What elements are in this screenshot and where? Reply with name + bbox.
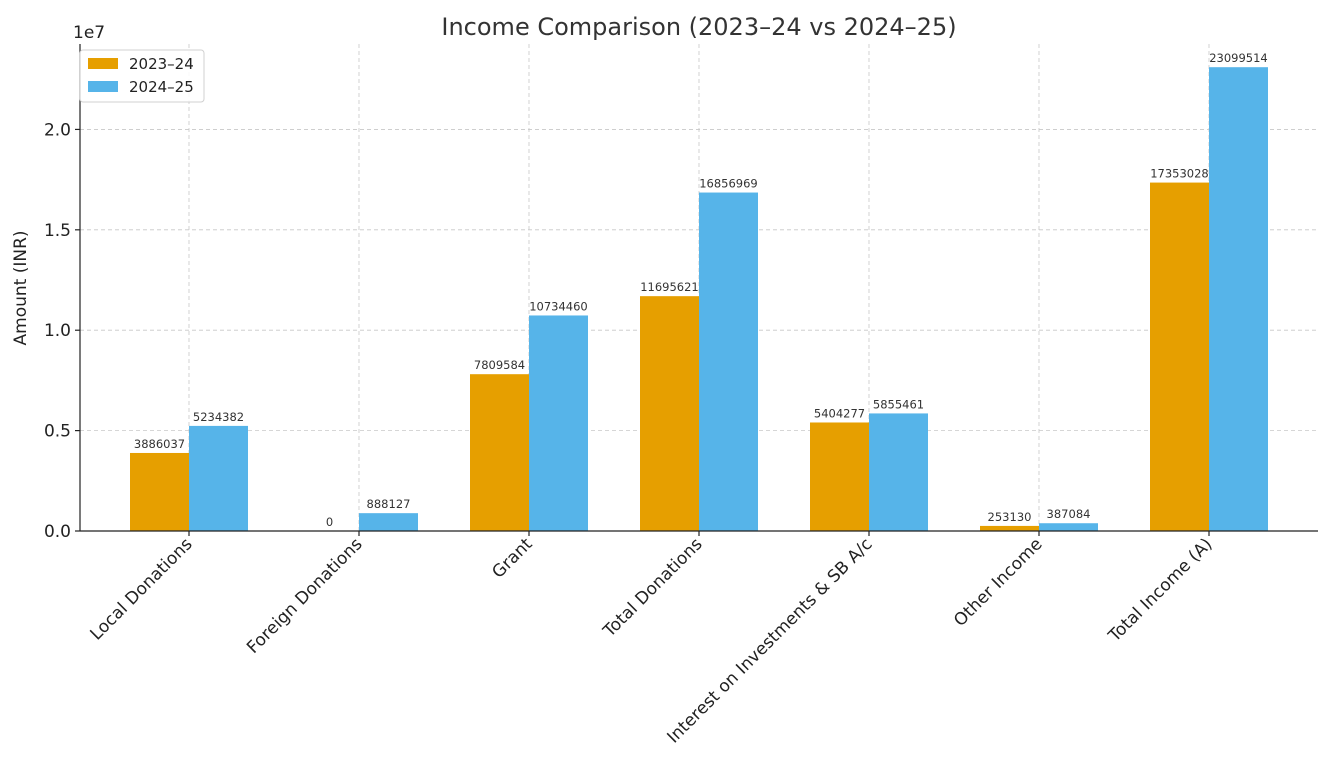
bars	[130, 67, 1268, 532]
legend-label: 2024–25	[129, 78, 194, 96]
bar-series2	[189, 425, 248, 531]
data-label: 11695621	[640, 280, 699, 294]
legend: 2023–24 2024–25	[79, 49, 205, 103]
bar-series1	[810, 422, 869, 531]
data-label: 3886037	[134, 437, 185, 451]
x-tick-label: Foreign Donations	[243, 534, 366, 657]
data-label: 253130	[988, 510, 1032, 524]
data-label: 5234382	[193, 410, 244, 424]
x-tick-label: Local Donations	[87, 534, 197, 644]
data-label: 16856969	[699, 177, 758, 191]
bar-series2	[529, 315, 588, 531]
y-axis-title: Amount (INR)	[11, 230, 31, 345]
data-label: 23099514	[1209, 51, 1268, 65]
x-tick-label: Grant	[488, 534, 536, 582]
data-label: 7809584	[474, 358, 525, 372]
bar-series2	[1209, 67, 1268, 531]
data-label: 888127	[367, 497, 411, 511]
legend-swatch	[88, 81, 118, 92]
y-axis-offset-label: 1e7	[73, 23, 105, 43]
y-tick-label: 0.5	[44, 422, 71, 442]
bar-series2	[869, 413, 928, 531]
bar-series1	[1150, 182, 1209, 532]
bar-series2	[359, 513, 418, 531]
bar-series1	[640, 296, 699, 531]
data-label: 387084	[1047, 507, 1091, 521]
y-tick-label: 2.0	[44, 120, 71, 140]
bar-series1	[980, 525, 1039, 531]
y-tick-label: 1.0	[44, 321, 71, 341]
x-tick-label: Other Income	[950, 534, 1046, 630]
y-tick-label: 0.0	[44, 522, 71, 542]
bar-series1	[130, 452, 189, 531]
x-tick-label: Interest on Investments & SB A/c	[664, 534, 877, 747]
x-tick-label: Total Income (A)	[1104, 534, 1216, 646]
data-label: 5404277	[814, 406, 865, 420]
bar-series1	[470, 374, 529, 531]
legend-label: 2023–24	[129, 55, 194, 73]
bar-series2	[699, 192, 758, 531]
data-label: 10734460	[529, 299, 588, 313]
data-label: 5855461	[873, 397, 924, 411]
chart-title: Income Comparison (2023–24 vs 2024–25)	[441, 13, 956, 41]
legend-swatch	[88, 58, 118, 69]
data-label: 0	[326, 515, 333, 529]
data-label: 17353028	[1150, 167, 1209, 181]
y-tick-label: 1.5	[44, 221, 71, 241]
data-labels: 3886037 5234382 0 888127 7809584 10734460 1169…	[134, 51, 1268, 529]
x-tick-label: Total Donations	[599, 534, 707, 642]
bar-series2	[1039, 523, 1098, 531]
